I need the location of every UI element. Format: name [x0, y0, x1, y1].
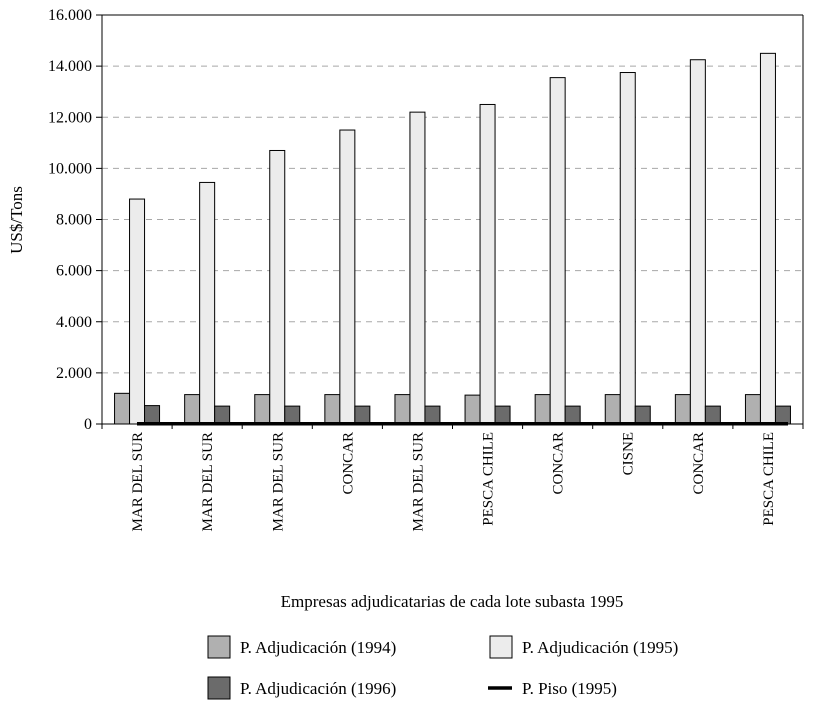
bar [144, 405, 161, 425]
x-axis-label: Empresas adjudicatarias de cada lote sub… [281, 592, 624, 611]
bar [689, 59, 706, 425]
gridlines [102, 65, 803, 374]
bar [549, 77, 566, 425]
legend: P. Adjudicación (1994) P. Adjudicación (1… [207, 635, 678, 700]
bar [184, 394, 201, 425]
bar [464, 394, 481, 425]
bar [129, 198, 146, 425]
bar [409, 111, 426, 425]
y-tick-label: 16.000 [48, 7, 92, 24]
bar [564, 405, 581, 425]
bar [634, 405, 651, 425]
bar [424, 405, 441, 425]
y-tick-labels: 0 2.000 4.000 6.000 8.000 10.000 12.000 14.000 1… [48, 7, 92, 433]
category-label: PESCA CHILE [761, 432, 777, 526]
y-tick-label: 6.000 [56, 263, 92, 280]
y-tick-label: 2.000 [56, 365, 92, 382]
category-label: CONCAR [691, 432, 707, 495]
category-label: CISNE [621, 432, 637, 475]
bar [114, 392, 131, 425]
category-label: CONCAR [551, 432, 567, 495]
y-tick-label: 10.000 [48, 160, 92, 177]
bar [254, 394, 271, 425]
legend-label: P. Adjudicación (1995) [522, 638, 678, 657]
legend-label: P. Adjudicación (1994) [240, 638, 396, 657]
bar [759, 52, 776, 425]
legend-swatch [207, 635, 231, 659]
category-label: MAR DEL SUR [270, 432, 286, 531]
y-tick-label: 8.000 [56, 212, 92, 229]
category-labels: MAR DEL SUR MAR DEL SUR MAR DEL SUR CONCAR M… [130, 432, 777, 531]
bar [199, 181, 216, 425]
legend-label: P. Adjudicación (1996) [240, 679, 396, 698]
y-tick-label: 14.000 [48, 58, 92, 75]
y-tick-label: 12.000 [48, 109, 92, 126]
bar [744, 394, 761, 425]
category-label: MAR DEL SUR [130, 432, 146, 531]
y-tick-label: 0 [84, 416, 92, 433]
legend-swatch [489, 635, 513, 659]
bar [704, 405, 721, 425]
bar [324, 394, 341, 425]
category-label: MAR DEL SUR [410, 432, 426, 531]
bar [284, 405, 301, 425]
bar [479, 103, 496, 425]
bar [619, 72, 636, 425]
y-tick-label: 4.000 [56, 314, 92, 331]
bar [774, 405, 791, 425]
bar [394, 394, 411, 425]
bars [114, 52, 791, 425]
category-label: MAR DEL SUR [200, 432, 216, 531]
legend-swatch [207, 676, 231, 700]
bar [214, 405, 231, 425]
y-axis-label: US$/Tons [7, 186, 26, 254]
bar [674, 394, 691, 425]
category-label: CONCAR [340, 432, 356, 495]
bar [269, 149, 286, 425]
category-label: PESCA CHILE [481, 432, 497, 526]
axes [96, 14, 804, 429]
bar [604, 394, 621, 425]
bar [354, 405, 371, 425]
legend-label: P. Piso (1995) [522, 679, 617, 698]
bar [534, 394, 551, 425]
bar [494, 405, 511, 425]
bar [339, 129, 356, 425]
